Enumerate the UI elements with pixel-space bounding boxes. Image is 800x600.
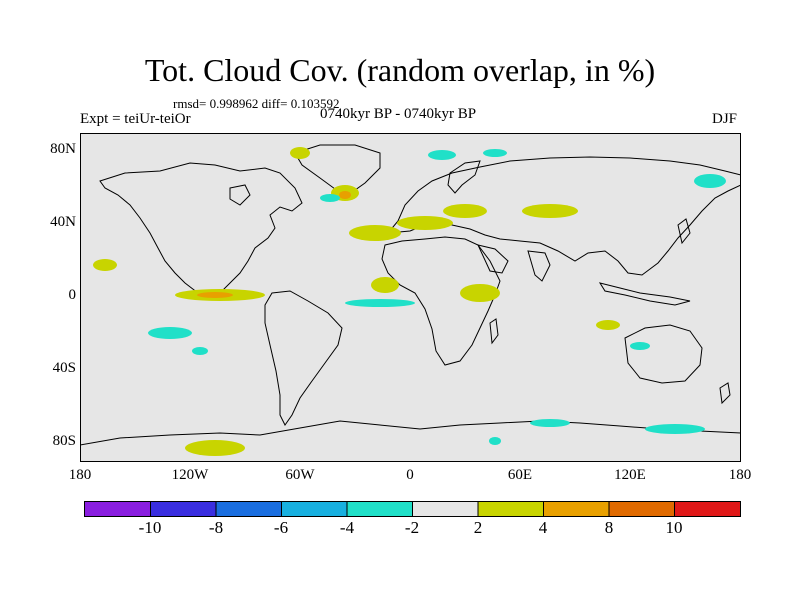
india-coastline [527,250,551,282]
world-map [80,133,741,462]
colorbar-label: 2 [473,518,483,537]
period-label: 0740kyr BP - 0740kyr BP [320,106,477,122]
greenland-coastline [294,144,381,196]
x-tick-label: 60W [285,467,315,483]
anomaly-contour [290,147,310,159]
southeast-asia-islands [598,282,691,306]
anomaly-contour [483,149,507,157]
colorbar-swatch [347,502,413,516]
x-tick-label: 60E [507,467,533,483]
anomaly-contour [371,277,399,293]
colorbar-label: -8 [208,518,224,537]
season-label: DJF [712,111,738,127]
x-tick-label: 180 [728,467,752,483]
colorbar-label: -6 [273,518,289,537]
map-frame [80,133,741,462]
colorbar-swatch [150,502,216,516]
hudson-bay [229,184,251,206]
antarctica-coastline [80,420,741,446]
south-america-coastline [264,290,343,426]
strong-positive-anomalies [197,191,351,298]
colorbar-label: 8 [604,518,614,537]
europe-asia-coastline [386,156,741,276]
anomaly-contour [443,204,487,218]
new-zealand-coastline [719,382,731,405]
madagascar-coastline [489,318,499,345]
anomaly-contour [596,320,620,330]
positive-anomalies [93,147,620,456]
colorbar-swatch [216,502,282,516]
map-title: Tot. Cloud Cov. (random overlap, in %) [144,52,656,88]
anomaly-contour [349,225,401,241]
anomaly-contour [694,174,726,188]
anomaly-contour [530,419,570,427]
colorbar-swatch [674,502,740,516]
colorbar-label: -2 [404,518,420,537]
stats-label: rmsd= 0.998962 diff= 0.103592 [173,96,340,111]
y-tick-label: 80S [52,433,76,449]
colorbar-swatch [85,502,151,516]
anomaly-contour [148,327,192,339]
colorbar-label: -10 [138,518,162,537]
y-tick-label: 40S [52,360,76,376]
japan-coastline [677,218,691,245]
y-tick-label: 40N [50,214,76,230]
colorbar-label: -4 [339,518,355,537]
anomaly-contour [339,191,351,199]
anomaly-contour [460,284,500,302]
anomaly-contour [630,342,650,350]
colorbar-dividers [84,501,741,517]
colorbar-swatch [412,502,478,516]
anomaly-contour [489,437,501,445]
colorbar [84,501,741,517]
experiment-label: Expt = teiUr-teiOr [80,111,191,127]
x-tick-label: 0 [406,467,414,483]
colorbar-swatch [543,502,609,516]
africa-coastline [381,236,501,366]
anomaly-contour [185,440,245,456]
anomaly-contour [192,347,208,355]
arabia-coastline [477,244,509,274]
y-tick-label: 80N [50,141,76,157]
negative-anomalies [148,149,726,445]
anomaly-contour [93,259,117,271]
anomaly-contour [320,194,340,202]
anomaly-contour [397,216,453,230]
australia-coastline [624,324,703,384]
colorbar-label: 10 [665,518,683,537]
x-tick-label: 180 [68,467,92,483]
coastlines [80,144,741,446]
colorbar-swatch [281,502,347,516]
x-tick-label: 120W [171,467,209,483]
anomaly-contour [522,204,578,218]
x-tick-label: 120E [614,467,646,483]
anomaly-contour [197,292,233,298]
anomaly-contour [645,424,705,434]
colorbar-label: 4 [538,518,548,537]
anomaly-contour [428,150,456,160]
anomaly-contour [345,299,415,307]
colorbar-swatch [478,502,544,516]
north-america-coastline [99,162,303,299]
colorbar-swatch [609,502,675,516]
scandinavia-coastline [447,160,481,194]
y-tick-label: 0 [68,287,77,303]
